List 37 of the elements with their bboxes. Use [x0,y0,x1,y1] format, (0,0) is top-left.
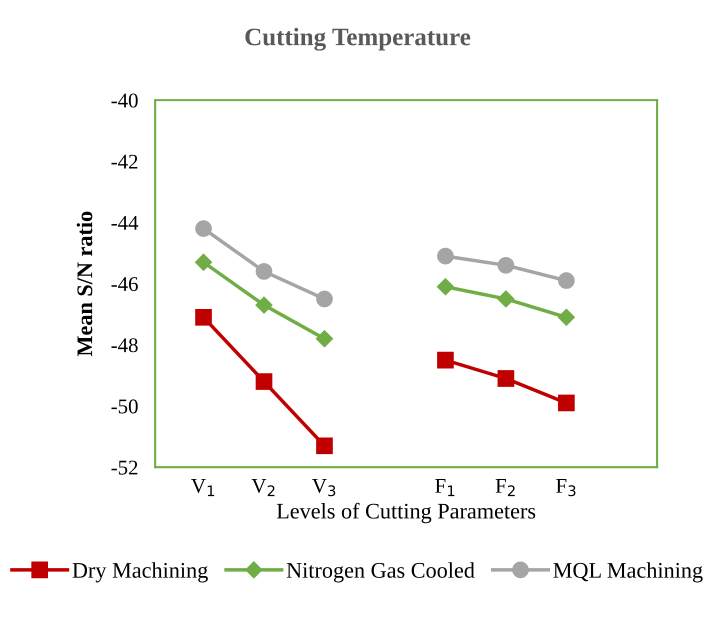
x-tick-label: F$_{2}$ [496,479,515,496]
point [316,290,333,308]
point [255,296,273,314]
y-tick-label: -42 [111,154,138,169]
y-tick-label: -46 [111,277,138,292]
point [256,263,272,280]
y-axis-title: Mean S/N ratio [76,212,92,356]
point [558,308,575,326]
y-tick-label: -52 [111,460,138,475]
y-tick-label: -40 [111,93,138,108]
point [497,290,514,308]
x-tick-label: F$_{1}$ [435,479,454,496]
point [558,394,575,412]
x-tick-label: V$_{2}$ [252,479,274,496]
point [436,278,454,296]
point [498,370,514,387]
point [256,373,272,390]
point [194,254,212,271]
point [498,256,514,274]
point [195,308,212,326]
point [437,352,454,368]
point [316,330,334,348]
point [558,272,575,289]
x-axis-title: Levels of Cutting Parameters [276,502,536,524]
point [316,437,333,454]
x-tick-label: V$_{1}$ [191,479,214,496]
legend-label: Dry Machining [72,562,208,582]
y-tick-label: -48 [111,338,138,352]
legend-label: Nitrogen Gas Cooled [286,562,475,582]
y-tick-label: -44 [111,216,138,230]
x-tick-label: V$_{3}$ [312,479,336,496]
point [195,220,212,237]
x-tick-label: F$_{3}$ [556,479,576,496]
point [437,248,454,264]
chart-title: Cutting Temperature [245,28,470,51]
legend-label: MQL Machining [553,562,703,582]
y-tick-label: -50 [111,399,138,414]
